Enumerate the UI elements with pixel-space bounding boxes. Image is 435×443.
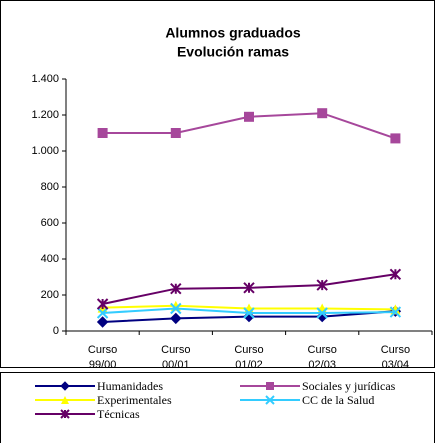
y-tick-label: 400 xyxy=(41,253,59,265)
x-tick-label: Curso 02/03 xyxy=(307,344,337,371)
y-tick-label: 1.000 xyxy=(31,145,59,157)
marker xyxy=(97,128,108,138)
marker xyxy=(316,279,328,291)
legend-marker xyxy=(61,396,69,404)
x-tick-label: Curso 99/00 xyxy=(87,344,118,371)
legend-label: Técnicas xyxy=(97,407,140,421)
legend-label: Sociales y jurídicas xyxy=(302,379,396,393)
marker xyxy=(96,316,109,328)
marker xyxy=(317,108,328,119)
marker xyxy=(244,111,254,122)
legend-label: CC de la Salud xyxy=(302,393,374,407)
marker xyxy=(389,306,402,318)
y-tick-label: 800 xyxy=(41,181,59,193)
chart-title: Alumnos graduados xyxy=(165,25,301,41)
x-tick-label: Curso 03/04 xyxy=(380,344,411,371)
marker xyxy=(170,312,182,325)
marker xyxy=(243,282,255,294)
y-tick-label: 200 xyxy=(41,289,59,301)
x-tick-label: Curso 00/01 xyxy=(161,344,191,371)
chart-border xyxy=(0,0,435,368)
legend-label: Experimentales xyxy=(97,393,172,407)
legend-marker xyxy=(60,409,70,419)
marker xyxy=(96,307,109,319)
y-tick-label: 0 xyxy=(53,325,59,337)
marker xyxy=(389,268,402,281)
marker xyxy=(170,128,181,138)
marker xyxy=(96,298,109,310)
legend-marker xyxy=(60,381,70,391)
marker xyxy=(170,282,182,295)
y-tick-label: 1.400 xyxy=(31,73,59,85)
marker xyxy=(170,302,182,315)
legend-marker xyxy=(265,395,275,405)
legend-label: Humanidades xyxy=(97,379,163,393)
chart-subtitle: Evolución ramas xyxy=(177,44,289,60)
legend-box xyxy=(0,372,435,443)
legend-marker xyxy=(266,382,274,390)
y-tick-label: 1.200 xyxy=(31,109,59,121)
x-tick-label: Curso 01/02 xyxy=(234,344,264,371)
y-tick-label: 600 xyxy=(41,217,59,229)
marker xyxy=(243,307,255,319)
marker xyxy=(390,133,401,144)
marker xyxy=(316,307,328,319)
